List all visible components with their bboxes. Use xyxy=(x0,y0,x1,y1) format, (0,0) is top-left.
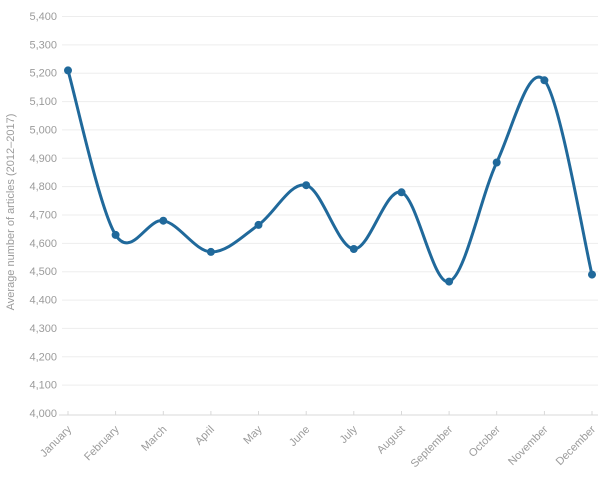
y-tick-label: 5,000 xyxy=(29,124,57,136)
data-point-april[interactable] xyxy=(206,247,215,256)
y-tick-label: 4,900 xyxy=(29,153,57,165)
y-tick-label: 5,300 xyxy=(29,39,57,51)
data-point-october[interactable] xyxy=(492,158,501,167)
y-tick-label: 5,400 xyxy=(29,11,57,23)
data-point-december[interactable] xyxy=(588,270,596,279)
data-point-june[interactable] xyxy=(302,181,311,190)
data-point-may[interactable] xyxy=(254,220,263,229)
y-tick-label: 4,500 xyxy=(29,266,57,278)
y-axis-title: Average number of articles (2012–2017) xyxy=(5,114,17,311)
y-tick-label: 4,600 xyxy=(29,238,57,250)
data-point-february[interactable] xyxy=(111,230,120,239)
y-tick-label: 4,400 xyxy=(29,295,57,307)
y-tick-label: 5,100 xyxy=(29,96,57,108)
data-point-november[interactable] xyxy=(540,76,549,85)
y-tick-label: 4,000 xyxy=(29,408,57,420)
y-tick-label: 4,200 xyxy=(29,351,57,363)
y-tick-label: 5,200 xyxy=(29,68,57,80)
y-tick-label: 4,700 xyxy=(29,210,57,222)
data-point-september[interactable] xyxy=(445,277,454,286)
data-point-january[interactable] xyxy=(64,66,72,75)
data-point-march[interactable] xyxy=(159,216,168,225)
y-tick-label: 4,800 xyxy=(29,181,57,193)
data-point-august[interactable] xyxy=(397,188,406,197)
y-tick-label: 4,300 xyxy=(29,323,57,335)
y-tick-label: 4,100 xyxy=(29,380,57,392)
data-point-july[interactable] xyxy=(349,245,358,253)
